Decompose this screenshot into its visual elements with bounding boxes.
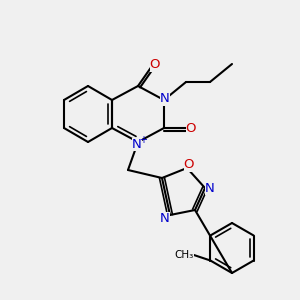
Text: N: N [205, 182, 215, 194]
Text: O: O [184, 158, 194, 172]
Text: N: N [132, 137, 142, 151]
Text: +: + [139, 135, 147, 145]
Text: CH₃: CH₃ [175, 250, 194, 260]
Text: O: O [150, 58, 160, 71]
Text: O: O [186, 122, 196, 134]
Text: N: N [160, 92, 170, 106]
Text: N: N [160, 212, 170, 224]
